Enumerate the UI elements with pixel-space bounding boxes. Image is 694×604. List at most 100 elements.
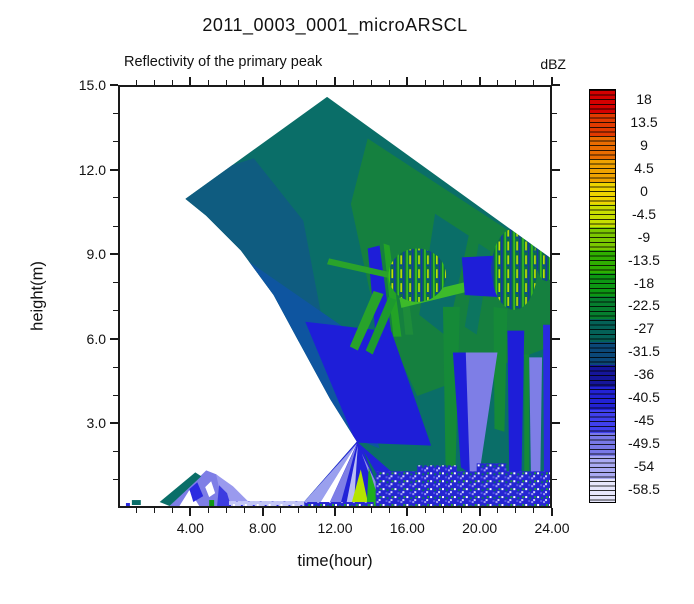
- y-tick-right: [552, 168, 560, 171]
- y-tick-right: [552, 112, 557, 114]
- x-tick-label: 24.00: [534, 520, 570, 536]
- x-tick: [352, 508, 354, 513]
- y-tick: [110, 337, 118, 340]
- hill-echo: [125, 470, 253, 506]
- y-tick-label: 15.0: [78, 77, 106, 93]
- colorbar-tick-label: 13.5: [630, 114, 658, 131]
- y-tick: [113, 225, 118, 227]
- x-tick-top: [515, 80, 517, 85]
- colorbar-tick-label: -58.5: [628, 480, 660, 497]
- y-tick-right: [552, 451, 557, 453]
- x-tick-top: [280, 80, 282, 85]
- colorbar-tick-label: -18: [633, 274, 655, 291]
- x-tick: [515, 508, 517, 513]
- x-tick: [189, 508, 192, 516]
- y-tick: [110, 253, 118, 256]
- y-tick-label: 3.0: [86, 415, 106, 432]
- y-tick-right: [552, 197, 557, 199]
- x-tick: [171, 508, 173, 513]
- x-tick-top: [135, 80, 137, 85]
- y-tick-label: 9.0: [86, 246, 106, 263]
- x-tick: [497, 508, 499, 513]
- surface-noise-layer: [375, 463, 550, 506]
- y-tick: [113, 394, 118, 396]
- colorbar-tick-label: -31.5: [628, 343, 660, 360]
- x-tick: [298, 508, 300, 513]
- x-tick: [226, 508, 227, 513]
- plot-area: [118, 85, 552, 508]
- x-tick-top: [443, 80, 444, 85]
- y-tick: [113, 197, 118, 199]
- x-tick-top: [478, 77, 481, 85]
- y-tick: [113, 281, 118, 283]
- x-tick-label: 4.00: [176, 520, 204, 536]
- colorbar-tick-label: -36: [633, 366, 655, 383]
- x-tick: [461, 508, 463, 513]
- y-tick: [110, 168, 118, 171]
- colorbar-unit-label: dBZ: [540, 56, 566, 72]
- y-tick-right: [552, 310, 557, 312]
- colorbar-tick-label: -49.5: [628, 434, 660, 451]
- y-tick-right: [552, 366, 557, 368]
- x-tick: [388, 508, 390, 513]
- x-tick: [244, 508, 246, 513]
- colorbar-tick-label: -13.5: [628, 251, 660, 268]
- colorbar-tick-label: 4.5: [634, 160, 654, 177]
- colorbar: [589, 89, 616, 503]
- x-tick: [261, 508, 264, 516]
- x-tick-top: [207, 80, 209, 85]
- y-tick-right: [552, 253, 560, 256]
- colorbar-tick-label: -54: [633, 457, 655, 474]
- x-tick-top: [461, 80, 463, 85]
- y-tick: [113, 112, 118, 114]
- x-tick-top: [533, 80, 535, 85]
- x-tick-top: [298, 80, 300, 85]
- y-tick-label: 6.0: [86, 330, 106, 347]
- y-tick: [113, 140, 118, 142]
- x-tick-top: [424, 80, 426, 85]
- x-tick-top: [171, 80, 173, 85]
- contour-plot: [125, 96, 550, 506]
- x-tick-label: 16.00: [389, 520, 425, 536]
- x-tick-top: [226, 80, 227, 85]
- colorbar-tick-label: -4.5: [631, 205, 657, 222]
- x-tick: [135, 508, 137, 513]
- y-tick: [113, 366, 118, 368]
- x-tick: [153, 508, 155, 513]
- cloud-mass: [185, 96, 550, 506]
- y-tick-right: [552, 225, 557, 227]
- x-tick-top: [370, 80, 372, 85]
- y-tick: [110, 84, 118, 86]
- x-tick: [533, 508, 535, 513]
- x-tick-top: [189, 77, 192, 85]
- x-axis-title: time(hour): [297, 552, 373, 570]
- x-tick-top: [497, 80, 499, 85]
- colorbar-tick-label: -45: [633, 411, 655, 428]
- y-tick: [113, 310, 118, 312]
- x-tick-top: [551, 77, 553, 85]
- x-tick-top: [153, 80, 155, 85]
- y-axis-title: height(m): [28, 261, 47, 331]
- x-tick-top: [352, 80, 354, 85]
- y-tick-right: [552, 281, 557, 283]
- plot-title: 2011_0003_0001_microARSCL: [202, 15, 468, 35]
- y-tick-right: [552, 140, 557, 142]
- colorbar-tick-label: -22.5: [628, 297, 660, 314]
- x-tick-label: 20.00: [462, 520, 498, 536]
- x-tick: [424, 508, 426, 513]
- colorbar-tick-label: 18: [636, 91, 652, 108]
- colorbar-tick-label: -40.5: [628, 389, 660, 405]
- plot-subtitle: Reflectivity of the primary peak: [124, 54, 323, 70]
- colorbar-tick-label: -9: [637, 228, 651, 245]
- x-tick-top: [388, 80, 390, 85]
- y-tick-right: [552, 394, 557, 396]
- x-tick-top: [406, 77, 409, 85]
- x-tick-top: [316, 80, 318, 85]
- y-tick-right: [552, 479, 557, 481]
- y-tick: [113, 451, 118, 453]
- x-tick: [207, 508, 209, 513]
- colorbar-tick-label: 0: [640, 183, 648, 199]
- x-tick-label: 12.00: [317, 520, 353, 536]
- y-tick: [113, 479, 118, 481]
- x-tick: [443, 508, 444, 513]
